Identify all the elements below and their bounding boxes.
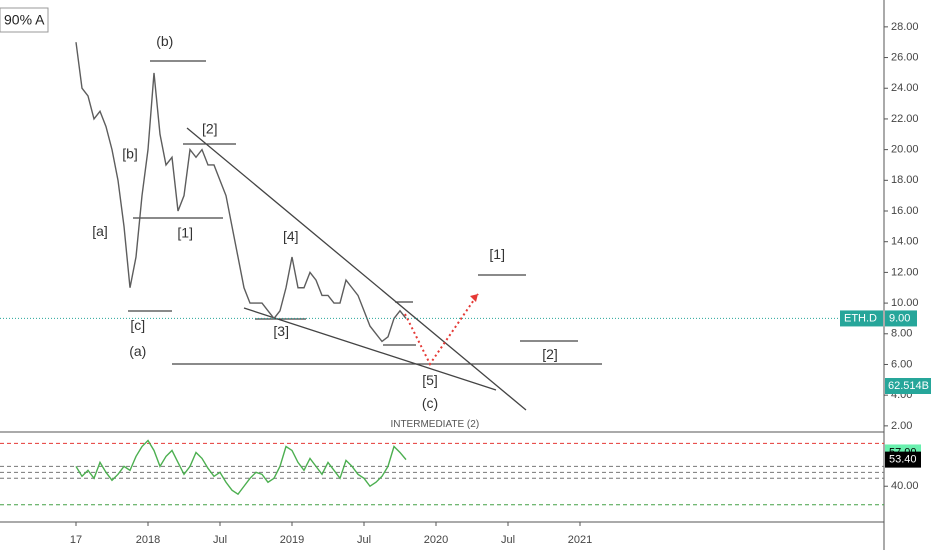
wave-label: [5] — [422, 372, 438, 388]
y-tick-label: 18.00 — [891, 174, 919, 186]
x-tick-label: 2019 — [280, 534, 304, 546]
y-tick-label: 28.00 — [891, 21, 919, 33]
wave-label: [2] — [202, 120, 218, 136]
series-tag — [840, 310, 883, 327]
price-tag — [885, 310, 917, 327]
y-tick-label: 6.00 — [891, 358, 912, 370]
x-tick-label: Jul — [501, 534, 515, 546]
wave-label: (a) — [129, 343, 146, 359]
price-line — [75, 439, 407, 496]
y-tick-label: 26.00 — [891, 51, 919, 63]
drawings — [128, 60, 602, 411]
y-tick-label: 20.00 — [891, 144, 919, 156]
wave-label: INTERMEDIATE (2) — [390, 419, 479, 430]
x-tick-label: 2021 — [568, 534, 592, 546]
x-tick-label: 17 — [70, 534, 82, 546]
x-tick-label: Jul — [213, 534, 227, 546]
y-tick-label: 40.00 — [891, 480, 919, 492]
y-tick-label: 8.00 — [891, 328, 912, 340]
value-tag — [885, 451, 921, 468]
value-label: 53.40 — [889, 454, 917, 466]
arrow-head — [470, 294, 478, 302]
x-tick-label: 2018 — [136, 534, 160, 546]
series-name: ETH.D — [844, 312, 877, 324]
x-tick-label: 2020 — [424, 534, 448, 546]
wave-label: [b] — [122, 146, 138, 162]
wave-label: [c] — [130, 317, 145, 333]
projection-arrow — [404, 293, 479, 366]
price-line — [75, 42, 407, 343]
y-tick-label: 2.00 — [891, 420, 912, 432]
wave-label: [2] — [542, 346, 558, 362]
price-label: 9.00 — [889, 312, 910, 324]
badge-box — [0, 7, 49, 33]
wave-label: [4] — [283, 228, 299, 244]
wave-label: [3] — [273, 323, 289, 339]
wave-label: [a] — [92, 223, 108, 239]
y-tick-label: 24.00 — [891, 82, 919, 94]
y-tick-label: 10.00 — [891, 297, 919, 309]
volume-tag — [885, 378, 931, 394]
volume-label: 62.514B — [888, 380, 929, 392]
x-tick-label: Jul — [357, 534, 371, 546]
wave-label: [1] — [489, 246, 505, 262]
wave-label: (c) — [422, 395, 438, 411]
y-tick-label: 12.00 — [891, 266, 919, 278]
y-tick-label: 16.00 — [891, 205, 919, 217]
wave-label: [1] — [177, 225, 193, 241]
y-tick-label: 22.00 — [891, 113, 919, 125]
wave-label: (b) — [156, 33, 173, 49]
y-tick-label: 14.00 — [891, 236, 919, 248]
badge: 90% A — [4, 12, 45, 28]
